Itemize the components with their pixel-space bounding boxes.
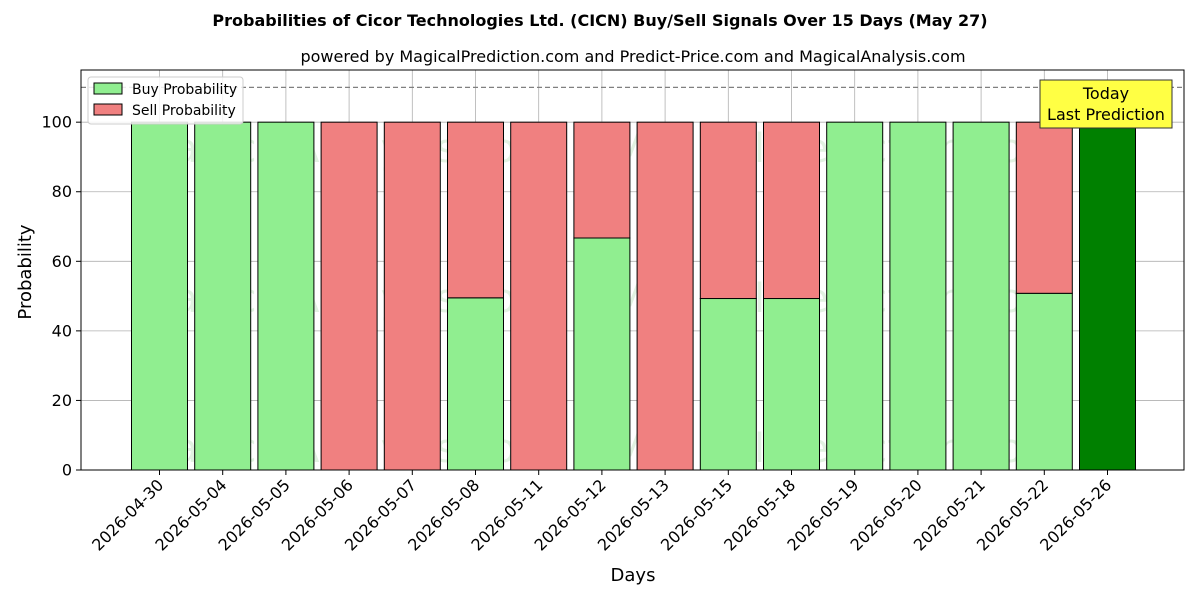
buy-bar	[1015, 292, 1073, 471]
sell-bar	[383, 121, 441, 471]
sell-bar	[763, 121, 820, 300]
sell-bar	[636, 121, 694, 471]
sell-bar	[320, 121, 378, 471]
buy-bar	[889, 121, 947, 471]
y-axis-label: Probability	[15, 224, 36, 319]
x-axis-label: Days	[611, 565, 656, 586]
y-tick-label: 100	[41, 113, 72, 132]
y-tick-label: 40	[52, 321, 72, 340]
x-axis: 2026-04-302026-05-042026-05-052026-05-06…	[88, 470, 1115, 555]
buy-bar	[257, 121, 315, 471]
buy-bar	[131, 121, 188, 471]
plot-frame	[80, 69, 1185, 471]
legend-label: Buy Probability	[132, 82, 237, 98]
sell-bar	[1015, 121, 1073, 294]
legend-box	[87, 76, 244, 125]
today-annotation: Today Last Prediction	[1039, 79, 1173, 129]
bars	[131, 121, 1136, 471]
annotation-text: Today	[1082, 84, 1129, 103]
y-tick-label: 0	[62, 461, 72, 480]
annotation-text: Last Prediction	[1047, 105, 1165, 124]
legend-swatch	[93, 103, 123, 116]
buy-bar	[194, 121, 252, 471]
buy-bar	[699, 298, 757, 471]
y-tick-label: 20	[52, 391, 72, 410]
buy-bar	[573, 237, 631, 471]
y-tick-label: 80	[52, 182, 72, 201]
buy-bar	[1079, 121, 1136, 471]
sell-bar	[699, 121, 757, 300]
legend: Buy Probability Sell Probability	[87, 76, 244, 125]
sell-bar	[573, 121, 631, 239]
legend-swatch	[93, 82, 123, 95]
buy-bar	[952, 121, 1010, 471]
sell-bar	[510, 121, 568, 471]
chart-subtitle: powered by MagicalPrediction.com and Pre…	[300, 47, 965, 66]
buy-bar	[826, 121, 884, 471]
sell-bar	[447, 121, 504, 299]
chart-title: Probabilities of Cicor Technologies Ltd.…	[212, 11, 987, 30]
y-tick-label: 60	[52, 252, 72, 271]
legend-label: Sell Probability	[132, 103, 236, 119]
buy-bar	[763, 298, 820, 471]
buy-bar	[447, 297, 504, 471]
annotation-box	[1039, 79, 1173, 129]
y-axis: 0 20 40 60 80 100	[41, 113, 81, 480]
